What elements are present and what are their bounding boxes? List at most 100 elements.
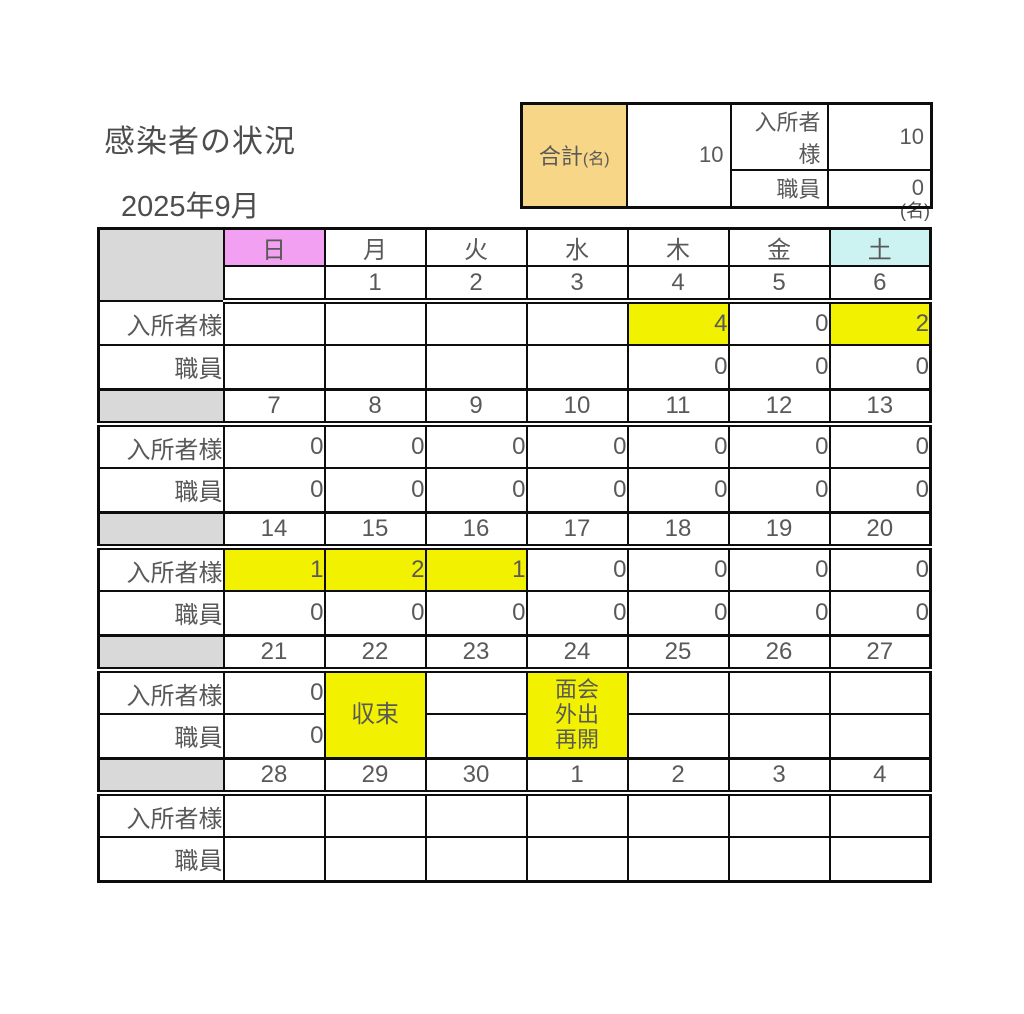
- residents-cell: 0: [424, 423, 528, 469]
- residents-cell: 0: [525, 423, 629, 469]
- date-cell: 24: [525, 633, 629, 673]
- date-cell: 5: [727, 265, 831, 304]
- weekday-header-row: 日 月 火 水 木 金 土: [97, 227, 932, 302]
- date-cell: 7: [222, 387, 326, 427]
- residents-cell: 面会 外出 再開: [525, 669, 629, 759]
- date-cell: 3: [727, 756, 831, 796]
- residents-cell: 4: [626, 300, 730, 346]
- date-cell: 30: [424, 756, 528, 796]
- date-cell: 23: [424, 633, 528, 673]
- date-cell: 26: [727, 633, 831, 673]
- month-label: 2025年9月: [121, 191, 260, 223]
- total-label-cell: 合計(名): [520, 102, 628, 208]
- residents-cell: [626, 792, 730, 838]
- residents-cell: [626, 669, 730, 715]
- residents-cell: [828, 792, 932, 838]
- date-cell: 18: [626, 510, 730, 550]
- staff-cell: [828, 836, 932, 882]
- staff-cell: [626, 836, 730, 882]
- staff-cell: 0: [424, 590, 528, 636]
- staff-row-label: 職員: [97, 713, 225, 759]
- staff-cell: [323, 344, 427, 390]
- calendar-body: 日 月 火 水 木 金 土 1 2 3 4 5 6 入所者様 4 0 2 職員 0 0 0 7 8 9 10 11 1…: [97, 227, 932, 882]
- staff-cell: 0: [828, 590, 932, 636]
- date-cell: 4: [828, 756, 932, 796]
- weekday-thursday: 木: [626, 227, 730, 267]
- staff-row-label: 職員: [97, 467, 225, 513]
- staff-cell: 0: [222, 713, 326, 759]
- date-cell: 10: [525, 387, 629, 427]
- date-cell: 17: [525, 510, 629, 550]
- summary-residents-value: 10: [826, 102, 933, 171]
- residents-row-label: 入所者様: [97, 669, 225, 715]
- week-1-staff-row: 職員 0 0 0: [97, 344, 932, 390]
- date-cell: 14: [222, 510, 326, 550]
- staff-cell: [525, 344, 629, 390]
- date-cell: 8: [323, 387, 427, 427]
- staff-cell: 0: [828, 344, 932, 390]
- date-cell: 28: [222, 756, 326, 796]
- date-cell: 20: [828, 510, 932, 550]
- residents-cell: 0: [828, 546, 932, 592]
- date-cell: 3: [525, 265, 629, 304]
- week-3-date-row: 14 15 16 17 18 19 20: [97, 510, 932, 550]
- weekday-saturday: 土: [828, 227, 932, 267]
- week-5-staff-row: 職員: [97, 836, 932, 882]
- date-cell: 11: [626, 387, 730, 427]
- date-cell: 22: [323, 633, 427, 673]
- staff-row-label: 職員: [97, 344, 225, 390]
- residents-cell: 0: [727, 423, 831, 469]
- week-2-residents-row: 入所者様 0 0 0 0 0 0 0: [97, 423, 932, 469]
- staff-row-label: 職員: [97, 836, 225, 882]
- staff-cell: 0: [525, 467, 629, 513]
- weekday-sunday: 日: [222, 227, 326, 267]
- residents-cell: 0: [727, 300, 831, 346]
- residents-row-label: 入所者様: [97, 546, 225, 592]
- summary-table: 合計(名) 10 入所者様 10 職員 0: [520, 102, 933, 209]
- residents-cell: [222, 300, 326, 346]
- staff-cell: [424, 344, 528, 390]
- page-title: 感染者の状況: [104, 124, 296, 159]
- residents-cell: 0: [222, 669, 326, 715]
- staff-cell: [727, 713, 831, 759]
- week-5-residents-row: 入所者様: [97, 792, 932, 838]
- staff-cell: 0: [424, 467, 528, 513]
- weekday-monday: 月: [323, 227, 427, 267]
- residents-cell: 0: [525, 546, 629, 592]
- residents-cell: [424, 669, 528, 715]
- staff-cell: 0: [828, 467, 932, 513]
- week-1-residents-row: 入所者様 4 0 2: [97, 300, 932, 346]
- residents-cell: 収束: [323, 669, 427, 759]
- summary-residents-label: 入所者様: [729, 102, 829, 171]
- total-unit: (名): [582, 151, 610, 169]
- residents-cell: [424, 792, 528, 838]
- week-spacer-cell: [97, 756, 225, 796]
- residents-cell: 1: [222, 546, 326, 592]
- staff-cell: [626, 713, 730, 759]
- residents-cell: [424, 300, 528, 346]
- residents-cell: [323, 792, 427, 838]
- staff-cell: [424, 713, 528, 759]
- summary-staff-value: 0: [826, 169, 933, 208]
- residents-cell: [727, 792, 831, 838]
- week-4-date-row: 21 22 23 24 25 26 27: [97, 633, 932, 673]
- date-cell: 27: [828, 633, 932, 673]
- date-cell: 21: [222, 633, 326, 673]
- residents-cell: [828, 669, 932, 715]
- date-cell: 6: [828, 265, 932, 304]
- residents-cell: 0: [222, 423, 326, 469]
- total-value-cell: 10: [625, 102, 732, 208]
- week-5-date-row: 28 29 30 1 2 3 4: [97, 756, 932, 796]
- staff-cell: 0: [323, 590, 427, 636]
- week-spacer-cell: [97, 633, 225, 673]
- date-cell: 2: [424, 265, 528, 304]
- date-cell: 2: [626, 756, 730, 796]
- staff-cell: [828, 713, 932, 759]
- weekday-tuesday: 火: [424, 227, 528, 267]
- staff-cell: 0: [727, 590, 831, 636]
- staff-row-label: 職員: [97, 590, 225, 636]
- residents-cell: [525, 792, 629, 838]
- residents-row-label: 入所者様: [97, 792, 225, 838]
- residents-cell: 0: [828, 423, 932, 469]
